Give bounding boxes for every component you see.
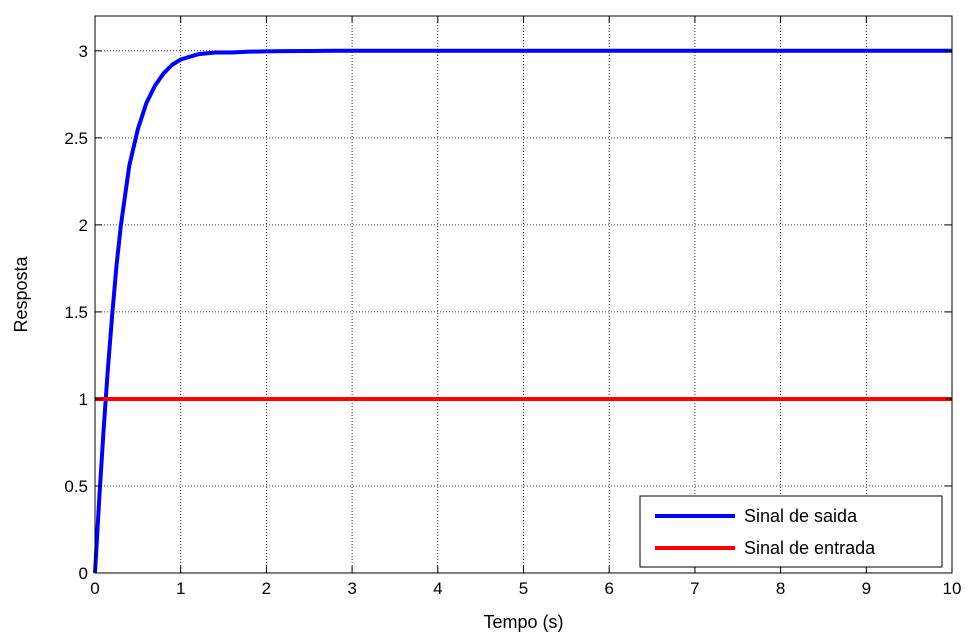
series-group (93, 48, 952, 574)
x-tick-label: 1 (176, 579, 185, 598)
y-tick-label: 2.5 (64, 129, 88, 148)
x-tick-label: 5 (519, 579, 528, 598)
x-axis-label: Tempo (s) (483, 612, 563, 632)
x-tick-label: 2 (262, 579, 271, 598)
y-axis-label: Resposta (11, 255, 31, 332)
legend: Sinal de saida Sinal de entrada (639, 495, 943, 568)
x-tick-labels: 0 1 2 3 4 5 6 7 8 9 10 (90, 579, 961, 598)
x-tick-label: 4 (433, 579, 442, 598)
x-tick-label: 3 (347, 579, 356, 598)
y-tick-label: 1.5 (64, 303, 88, 322)
x-tick-label: 0 (90, 579, 99, 598)
y-tick-label: 0 (79, 564, 88, 583)
x-tick-label: 10 (943, 579, 962, 598)
y-tick-label: 0.5 (64, 477, 88, 496)
x-tick-label: 8 (776, 579, 785, 598)
y-tick-labels: 0 0.5 1 1.5 2 2.5 3 (64, 42, 88, 583)
x-tick-label: 6 (604, 579, 613, 598)
legend-label-saida: Sinal de saida (744, 506, 858, 526)
x-tick-label: 7 (690, 579, 699, 598)
tick-marks (94, 16, 953, 574)
legend-box (639, 495, 943, 568)
y-tick-label: 1 (79, 390, 88, 409)
series-line-saida (93, 48, 952, 574)
x-tick-label: 9 (862, 579, 871, 598)
legend-label-entrada: Sinal de entrada (744, 538, 876, 558)
y-tick-label: 3 (79, 42, 88, 61)
y-tick-label: 2 (79, 216, 88, 235)
plot-area (95, 16, 952, 573)
